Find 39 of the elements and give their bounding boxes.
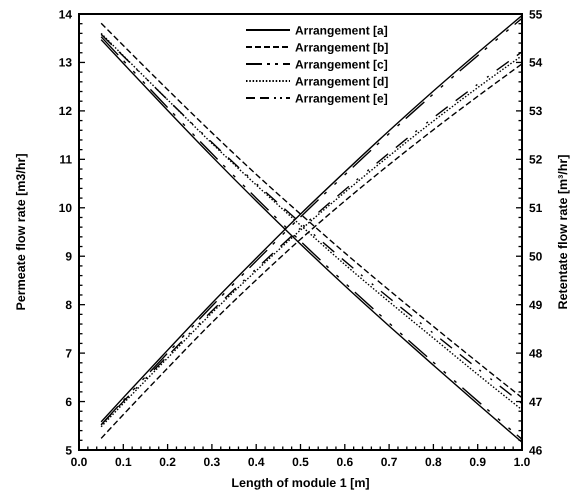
legend-label: Arrangement [b] bbox=[295, 40, 388, 54]
y-tick-label: 14 bbox=[58, 7, 72, 22]
y-axis-title: Permeate flow rate [m3/hr] bbox=[14, 154, 28, 310]
y-tick-label: 6 bbox=[65, 394, 72, 409]
y2-tick-label: 52 bbox=[529, 152, 543, 167]
legend-label: Arrangement [d] bbox=[295, 74, 388, 88]
y-tick-label: 5 bbox=[65, 443, 72, 458]
legend-label: Arrangement [a] bbox=[295, 23, 388, 38]
x-tick-label: 0.4 bbox=[248, 455, 265, 469]
y-tick-label: 9 bbox=[65, 250, 72, 264]
y2-tick-label: 55 bbox=[529, 7, 543, 22]
x-axis-title: Length of module 1 [m] bbox=[231, 476, 370, 490]
y2-tick-label: 54 bbox=[529, 56, 543, 70]
y2-tick-label: 48 bbox=[529, 346, 543, 360]
legend-label: Arrangement [c] bbox=[295, 57, 388, 72]
x-tick-label: 1.0 bbox=[514, 455, 531, 469]
x-tick-label: 0.6 bbox=[336, 455, 354, 469]
x-tick-label: 0.0 bbox=[70, 455, 88, 469]
y-tick-label: 8 bbox=[65, 298, 72, 312]
x-tick-label: 0.1 bbox=[114, 455, 132, 469]
x-tick-label: 0.7 bbox=[380, 455, 398, 469]
y2-tick-label: 47 bbox=[529, 394, 543, 409]
y2-tick-label: 50 bbox=[529, 250, 543, 264]
x-tick-label: 0.3 bbox=[204, 455, 221, 469]
y-tick-label: 13 bbox=[58, 56, 72, 70]
y2-tick-label: 53 bbox=[529, 104, 543, 118]
x-tick-label: 0.9 bbox=[469, 455, 486, 469]
y-tick-label: 7 bbox=[65, 346, 72, 360]
x-tick-label: 0.5 bbox=[292, 455, 310, 469]
y-tick-label: 10 bbox=[58, 201, 72, 216]
y2-axis-title: Retentate flow rate [m³/hr] bbox=[556, 154, 570, 310]
y2-tick-label: 49 bbox=[529, 298, 543, 312]
y-tick-label: 12 bbox=[58, 104, 72, 118]
y-tick-label: 11 bbox=[59, 152, 72, 167]
x-tick-label: 0.8 bbox=[425, 455, 442, 469]
legend-label: Arrangement [e] bbox=[295, 91, 388, 106]
x-tick-label: 0.2 bbox=[159, 455, 176, 469]
y2-tick-label: 51 bbox=[529, 201, 543, 216]
y2-tick-label: 46 bbox=[529, 443, 543, 458]
